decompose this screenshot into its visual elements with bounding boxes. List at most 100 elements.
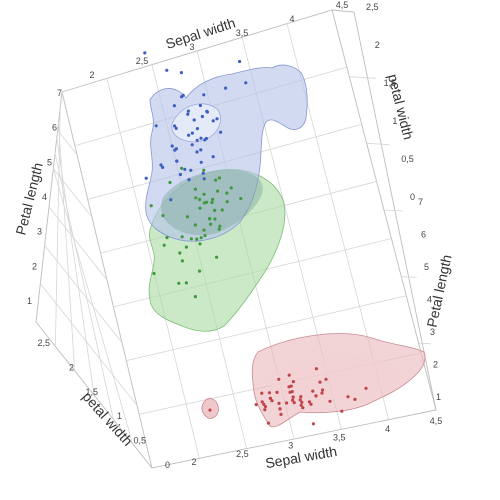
data-point — [307, 400, 311, 404]
petal-width-left-tick: 0,5 — [133, 436, 146, 446]
data-point — [199, 160, 203, 164]
data-point — [353, 397, 357, 401]
data-point — [268, 396, 272, 400]
petal-length-right-tick: 4 — [427, 295, 432, 305]
data-point — [260, 400, 264, 404]
sepal-width-bottom-tick: 4 — [385, 424, 390, 434]
petal-width-right-tick: 2,5 — [366, 2, 379, 12]
data-point — [186, 112, 190, 116]
data-point — [211, 119, 215, 123]
data-point — [311, 389, 315, 393]
data-point — [202, 192, 206, 196]
data-point — [238, 59, 242, 64]
data-point — [291, 398, 295, 402]
data-point — [299, 403, 303, 407]
data-point — [187, 178, 191, 182]
data-point — [149, 204, 153, 208]
data-point — [275, 390, 279, 394]
data-point — [202, 93, 206, 97]
data-point — [173, 124, 177, 128]
grid-line — [48, 206, 108, 281]
data-point — [193, 223, 197, 227]
data-point — [217, 227, 221, 231]
data-point — [291, 395, 295, 399]
data-point — [168, 180, 172, 185]
grid-line — [58, 122, 76, 371]
data-point — [260, 391, 264, 395]
data-point — [267, 391, 271, 395]
data-point — [287, 373, 291, 377]
data-point — [178, 172, 182, 177]
axis-label-sepal-width-top: Sepal width — [164, 14, 238, 52]
data-point — [198, 206, 202, 210]
data-point — [187, 133, 191, 137]
petal-length-right-tick: 1 — [436, 392, 441, 402]
data-point — [165, 236, 169, 240]
data-point — [320, 391, 324, 395]
data-point — [143, 51, 147, 55]
data-point — [180, 235, 184, 239]
data-point — [217, 176, 221, 180]
sepal-width-top-tick: 4 — [289, 14, 294, 24]
sepal-width-top-tick: 3,5 — [236, 28, 249, 38]
data-point — [244, 81, 248, 85]
data-point — [210, 200, 214, 205]
data-point — [205, 109, 209, 113]
sepal-width-bottom-tick: 2,5 — [236, 449, 249, 459]
data-point — [209, 222, 213, 226]
data-point — [203, 138, 207, 142]
data-point — [201, 171, 205, 175]
data-point — [287, 385, 291, 389]
data-point — [198, 269, 202, 273]
data-point — [198, 197, 202, 202]
grid-line — [52, 168, 134, 444]
data-point — [311, 422, 315, 426]
data-point — [202, 177, 206, 181]
data-point — [229, 186, 233, 190]
data-point — [170, 144, 174, 148]
petal-width-left-tick: 2 — [69, 362, 74, 372]
data-point — [262, 402, 266, 406]
sepal-width-bottom-tick: 3,5 — [333, 432, 346, 442]
grid-line — [366, 142, 390, 146]
data-point — [195, 138, 199, 142]
data-point — [266, 421, 270, 425]
grid-line — [44, 245, 123, 343]
data-point — [213, 208, 217, 212]
data-point — [194, 196, 198, 200]
data-point — [278, 407, 282, 411]
data-point — [203, 234, 207, 238]
grid-line — [57, 130, 78, 155]
data-point — [298, 398, 302, 402]
petal-width-left-tick: 1,5 — [85, 387, 98, 397]
sepal-width-top-tick: 4,5 — [336, 0, 349, 10]
data-point — [179, 71, 183, 75]
data-point — [219, 130, 223, 134]
grid-line — [40, 283, 138, 406]
data-point — [224, 86, 228, 90]
data-point — [215, 255, 219, 259]
data-point — [254, 403, 258, 407]
data-point — [184, 281, 188, 285]
petal-length-left-tick: 1 — [27, 296, 32, 306]
data-point — [202, 228, 206, 232]
grid-line — [56, 137, 95, 396]
data-point — [183, 167, 187, 171]
grid-line — [54, 107, 61, 347]
data-point — [277, 377, 281, 381]
data-point — [195, 237, 199, 241]
sepal-width-bottom-tick: 4,5 — [430, 416, 443, 426]
data-point — [328, 399, 332, 403]
data-point — [189, 168, 193, 172]
data-point — [324, 377, 328, 381]
data-point — [346, 395, 350, 399]
data-point — [189, 237, 193, 241]
tick-labels: 22,533,544,5123456700,511,522,5123456722… — [27, 0, 442, 470]
petal-width-left-tick: 0 — [165, 460, 170, 470]
right-wall-grid — [331, 9, 437, 411]
data-point — [190, 131, 194, 135]
data-point — [208, 408, 212, 412]
data-point — [200, 114, 204, 119]
data-point — [314, 367, 318, 371]
data-point — [186, 109, 190, 113]
